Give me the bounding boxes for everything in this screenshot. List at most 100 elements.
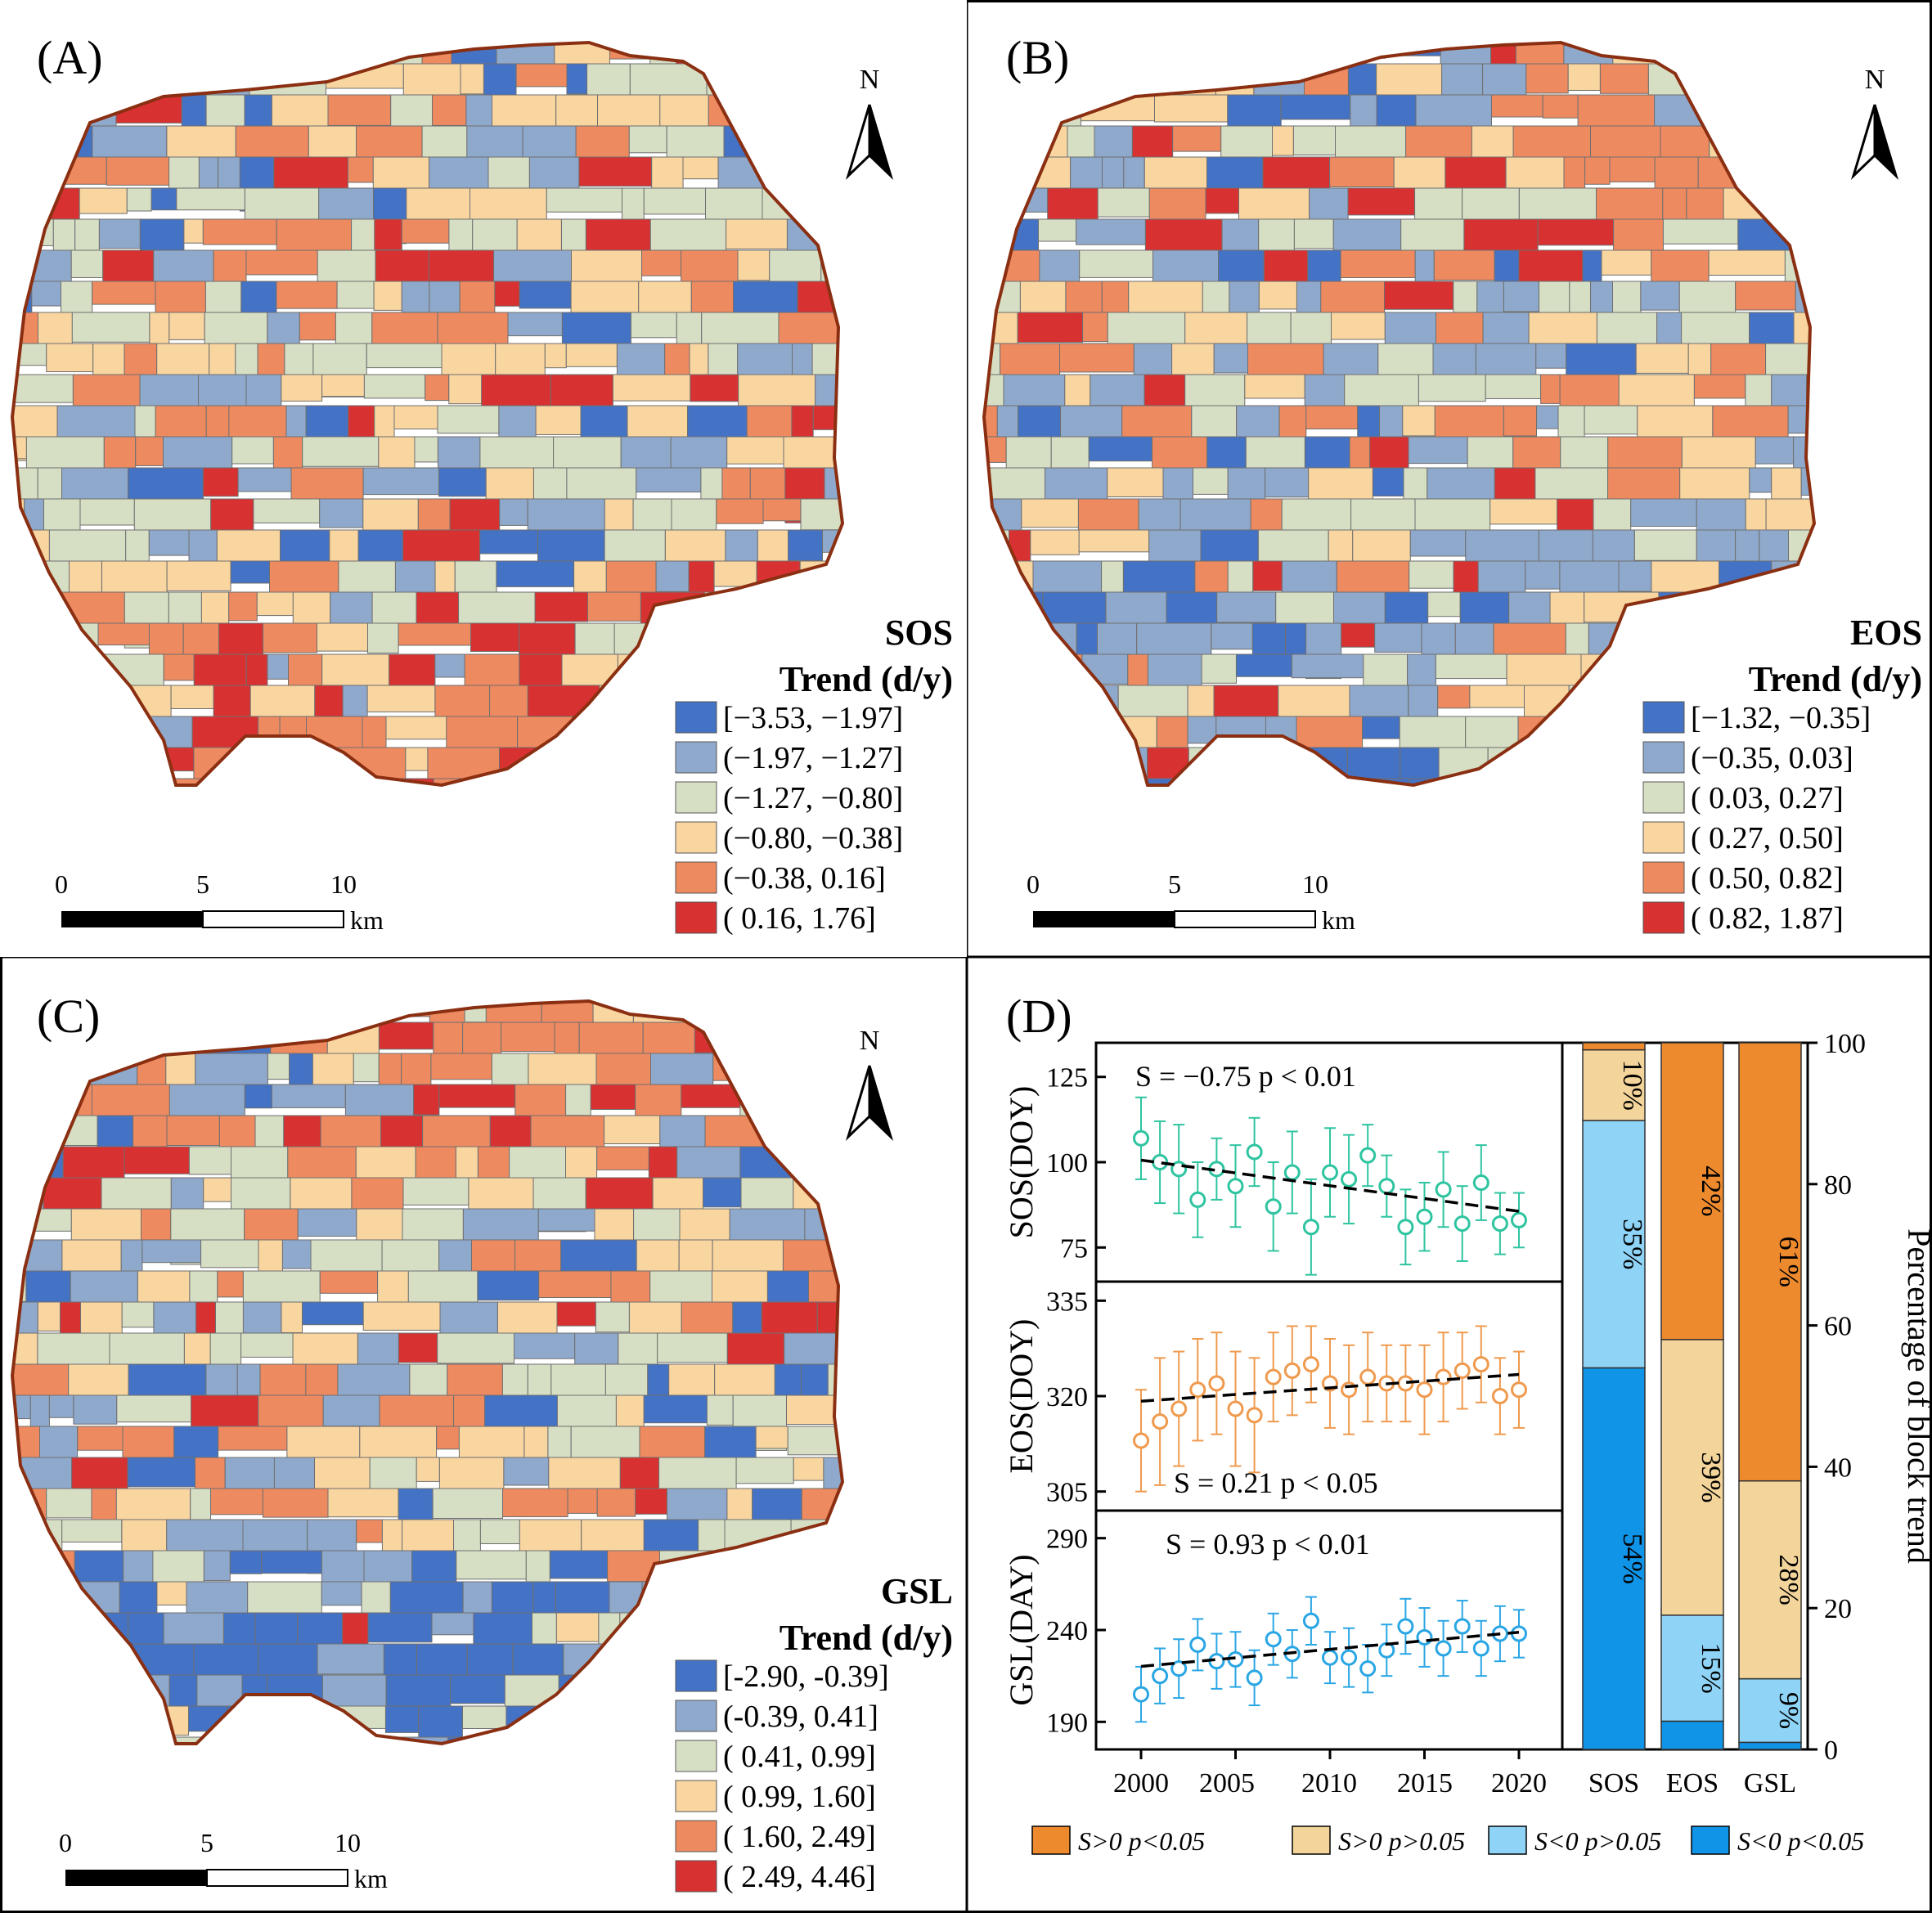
gsl-data-point (1416, 1628, 1433, 1646)
map-block (163, 653, 195, 681)
map-block (550, 1363, 606, 1399)
map-block (200, 1239, 259, 1269)
map-block (1362, 716, 1400, 739)
panel-d-charts: (D) SOS(DOY) EOS(DOY) GSL(DAY) Percentag… (1003, 990, 1932, 1856)
sos-data-point (1341, 1170, 1358, 1188)
map-block (681, 1612, 744, 1641)
map-block (1817, 499, 1885, 540)
legend-b-title: EOS (1850, 613, 1922, 653)
map-block (321, 653, 390, 690)
map-block (1771, 156, 1813, 205)
map-block (314, 685, 344, 721)
map-block (168, 156, 200, 192)
map-block (494, 281, 520, 307)
legend-c-classes: [-2.90, -0.39] (-0.39, 0.41] ( 0.41, 0.99]… (675, 1659, 889, 1894)
map-block (1030, 529, 1080, 555)
map-block (70, 249, 104, 278)
map-block (389, 1581, 464, 1617)
map-block (643, 1394, 708, 1424)
map-block (650, 1053, 714, 1087)
map-block (1781, 43, 1814, 70)
map-block (133, 1022, 194, 1055)
map-block (12, 1612, 73, 1656)
map-block (245, 249, 318, 276)
map-block (590, 1084, 636, 1110)
map-block (267, 653, 289, 680)
map-block (1790, 622, 1814, 657)
map-block (502, 1488, 568, 1517)
map-block (438, 467, 487, 497)
map-a-boundary-region (0, 0, 967, 957)
map-block (984, 591, 1044, 626)
map-block (1633, 529, 1697, 561)
map-block (1252, 560, 1283, 591)
map-block (317, 1643, 384, 1675)
legend-swatch (1642, 741, 1685, 774)
map-block (1336, 560, 1410, 597)
map-block (1088, 63, 1162, 92)
sos-data-point (1265, 1198, 1282, 1215)
map-block (48, 1394, 74, 1418)
map-block (1584, 405, 1638, 435)
map-block (501, 1022, 555, 1053)
map-block (91, 1674, 170, 1713)
map-block (1033, 716, 1111, 766)
map-block (636, 1239, 680, 1272)
map-block (1788, 529, 1814, 586)
map-block (1377, 343, 1434, 376)
map-block (1400, 747, 1440, 785)
map-block (1238, 187, 1310, 224)
map-block (628, 125, 667, 154)
map-block (491, 1581, 534, 1617)
map-block (1247, 343, 1324, 378)
sos-data-point (1133, 1129, 1149, 1147)
map-block (1640, 281, 1680, 311)
map-block (456, 1550, 527, 1580)
scale-a-tick-5: 5 (196, 869, 209, 899)
map-block (1503, 281, 1539, 312)
map-block (271, 1084, 346, 1108)
sos-data-point (1283, 1164, 1301, 1181)
map-block (1088, 436, 1153, 462)
map-block (375, 249, 429, 285)
map-block (176, 187, 245, 211)
map-block (267, 1053, 290, 1080)
map-block (37, 467, 62, 503)
map-block (713, 560, 757, 587)
map-block (597, 94, 661, 132)
map-block (1765, 498, 1814, 534)
legend-swatch (675, 861, 717, 894)
map-block (203, 1177, 231, 1202)
sos-data-point (1227, 1178, 1244, 1195)
map-block (660, 1612, 682, 1642)
map-block (1710, 343, 1767, 380)
map-block (362, 498, 419, 532)
legend-swatch (675, 1740, 717, 1772)
map-block (230, 560, 271, 584)
map-block (1331, 312, 1386, 340)
map-block (269, 560, 339, 599)
gsl-data-point (1397, 1618, 1414, 1635)
map-block (1291, 653, 1364, 679)
map-block (706, 1394, 734, 1426)
gsl-data-point (1170, 1660, 1188, 1677)
map-block (25, 1674, 92, 1729)
map-block (1503, 405, 1538, 437)
map-block (353, 1053, 380, 1083)
map-block (1184, 43, 1207, 66)
map-block (371, 312, 438, 346)
y-tick-label: 75 (1060, 1233, 1088, 1264)
map-block (355, 1146, 416, 1180)
map-block (1618, 560, 1652, 592)
map-block (726, 436, 784, 465)
map-block (12, 1643, 29, 1689)
legend-swatch (1642, 701, 1685, 734)
map-block (191, 1394, 259, 1431)
map-block (290, 467, 364, 500)
map-block (1437, 685, 1471, 709)
map-block (12, 1022, 38, 1057)
y-tick-label: 335 (1046, 1287, 1088, 1317)
map-block (1081, 94, 1155, 122)
bar-chart-marks: 54% 35% 10% 15% 39% 42% 9% 28% 61% 0 20 40 60 80 100 (1582, 1029, 1866, 1766)
map-block (305, 405, 349, 441)
